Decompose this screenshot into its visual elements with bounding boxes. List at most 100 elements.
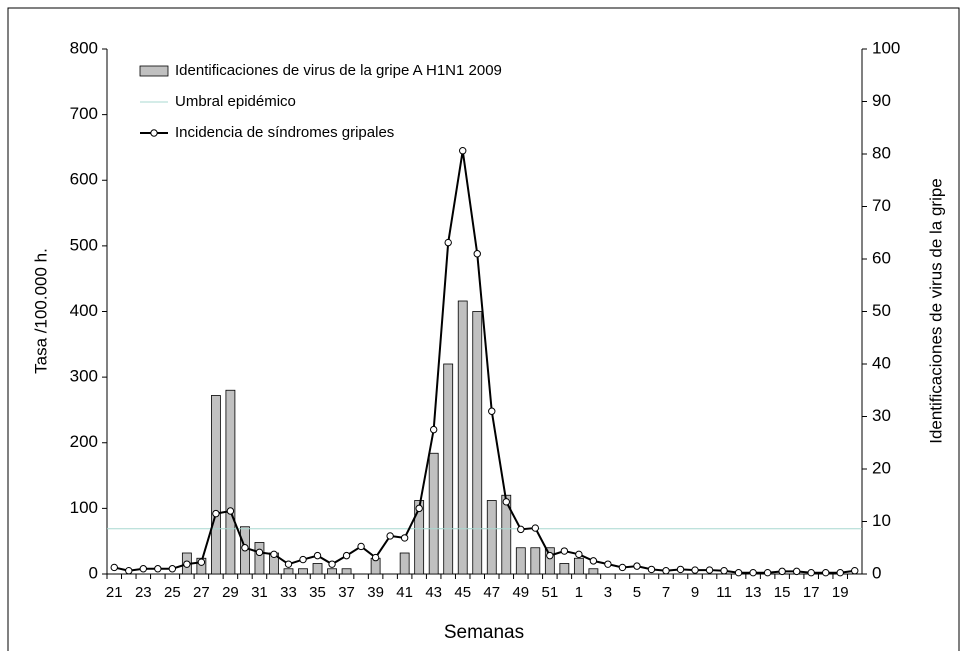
line-marker (662, 567, 670, 575)
x-tick-label: 1 (575, 584, 583, 601)
legend-label: Umbral epidémico (175, 93, 296, 110)
x-tick-label: 49 (512, 584, 529, 601)
line-marker (502, 498, 510, 506)
x-tick-label: 27 (193, 584, 210, 601)
x-tick-label: 25 (164, 584, 181, 601)
y-tick-label: 500 (70, 235, 98, 254)
line-marker (139, 565, 147, 573)
y2-tick-label: 10 (872, 511, 891, 530)
y-tick-label: 400 (70, 301, 98, 320)
bar (196, 557, 207, 575)
line-marker (734, 568, 743, 577)
line-marker (342, 551, 351, 560)
legend-label: Identificaciones de virus de la gripe A … (175, 62, 502, 79)
y-tick-label: 0 (89, 563, 98, 582)
x-tick-label: 39 (367, 584, 384, 601)
bar (312, 563, 323, 575)
line-marker (531, 524, 540, 532)
bar (559, 563, 570, 575)
y2-axis-title: Identificaciones de virus de la gripe (926, 178, 945, 444)
line-marker (313, 551, 322, 560)
line-marker (400, 534, 409, 542)
bar (254, 542, 265, 575)
line-marker (676, 565, 685, 574)
bar (530, 547, 541, 575)
x-tick-label: 5 (633, 584, 641, 601)
y2-tick-label: 60 (872, 248, 891, 267)
line-marker (604, 560, 612, 568)
x-tick-label: 37 (338, 584, 355, 601)
line-marker (459, 147, 467, 155)
line-marker (197, 558, 206, 566)
y2-tick-label: 90 (872, 91, 891, 110)
y2-tick-label: 20 (872, 458, 891, 477)
line-marker (125, 567, 133, 575)
line-marker (154, 565, 162, 573)
bar (501, 494, 512, 575)
line-marker (371, 553, 380, 562)
x-axis-title: Semanas (444, 622, 524, 643)
bar (588, 568, 599, 575)
line-marker (851, 567, 859, 575)
line-marker (357, 542, 365, 551)
line-marker (415, 504, 423, 513)
line-marker (241, 544, 249, 552)
y-tick-label: 600 (70, 170, 98, 189)
y2-tick-label: 70 (872, 196, 891, 215)
line-marker (110, 563, 118, 572)
line-marker (546, 551, 554, 560)
x-tick-label: 19 (832, 584, 849, 601)
line-marker (792, 567, 801, 576)
bar (428, 452, 439, 575)
y-axis-title: Tasa /100.000 h. (31, 248, 50, 374)
y2-tick-label: 50 (872, 301, 891, 320)
line-marker (386, 532, 394, 540)
line-marker (517, 525, 525, 534)
bar (327, 568, 337, 575)
line-marker (705, 566, 714, 574)
y2-tick-label: 30 (872, 406, 891, 425)
line-marker (807, 568, 815, 577)
x-tick-label: 3 (604, 584, 612, 601)
bar (225, 389, 236, 575)
bar (443, 363, 454, 575)
line-marker (822, 568, 830, 577)
bar (486, 500, 497, 575)
y-tick-label: 300 (70, 367, 98, 386)
line-marker (589, 557, 598, 565)
line-marker (763, 568, 772, 577)
line-marker (488, 407, 496, 415)
line-marker (691, 566, 699, 574)
x-tick-label: 11 (716, 584, 732, 601)
line-marker (647, 565, 656, 574)
x-tick-label: 29 (222, 584, 239, 601)
x-tick-label: 43 (425, 584, 442, 601)
y2-tick-label: 40 (872, 353, 891, 372)
legend-label: Incidencia de síndromes gripales (175, 124, 394, 141)
line-marker (255, 548, 264, 557)
line-marker (633, 562, 641, 570)
bar (515, 547, 526, 575)
line-marker (226, 507, 235, 515)
y-tick-label: 100 (70, 498, 98, 517)
bar (544, 547, 555, 575)
bar (210, 395, 221, 575)
line-marker (429, 425, 438, 434)
x-tick-label: 21 (106, 584, 123, 601)
line-marker (778, 567, 786, 576)
legend-swatch (139, 65, 169, 77)
x-tick-label: 47 (483, 584, 500, 601)
x-tick-label: 45 (454, 584, 471, 601)
bar (298, 568, 308, 575)
line-marker (575, 550, 583, 559)
x-tick-label: 31 (251, 584, 268, 601)
x-tick-label: 9 (691, 584, 699, 601)
line-marker (212, 509, 220, 518)
line-marker (444, 238, 452, 247)
line-marker (299, 555, 307, 564)
line-marker (749, 568, 757, 577)
line-marker (284, 560, 293, 568)
y2-tick-label: 80 (872, 143, 891, 162)
line-marker (168, 565, 177, 573)
